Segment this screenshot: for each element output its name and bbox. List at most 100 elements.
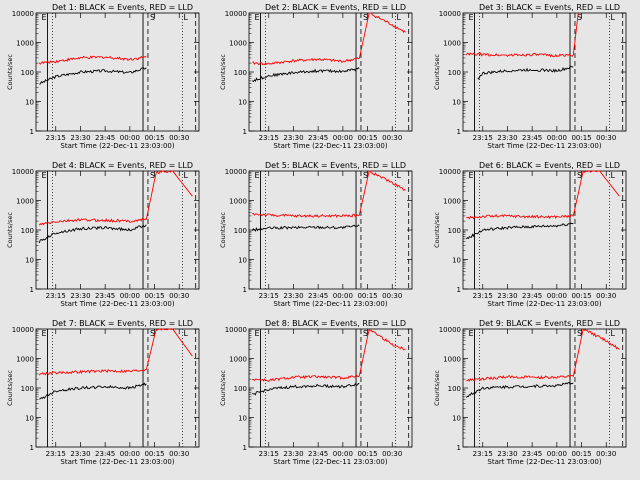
x-tick-label: 23:45: [522, 450, 542, 458]
y-tick-label: 1: [457, 444, 461, 452]
x-axis-label: Start Time (22-Dec-11 23:03:00): [273, 458, 387, 466]
x-tick-label: 23:15: [46, 450, 66, 458]
series-line-events: [252, 382, 360, 396]
y-tick-label: 1: [30, 444, 34, 452]
x-tick-label: 23:30: [70, 450, 90, 458]
x-tick-label: 23:45: [308, 450, 328, 458]
x-tick-label: 23:45: [95, 292, 115, 300]
y-tick-label: 1: [30, 286, 34, 294]
x-tick-label: 00:30: [382, 450, 402, 458]
y-tick-label: 1000: [443, 356, 461, 364]
plot-frame: [248, 12, 413, 132]
panel-title: Det 7: BLACK = Events, RED = LLD: [52, 319, 193, 328]
y-tick-label: 1000: [229, 198, 247, 206]
y-tick-label: 1000: [16, 356, 34, 364]
y-tick-label: 10000: [225, 10, 247, 18]
y-tick-label: 10000: [12, 168, 34, 176]
x-tick-label: 00:30: [382, 292, 402, 300]
x-tick-label: 00:00: [547, 134, 567, 142]
marker-e-label: E: [42, 13, 47, 22]
series-line-lld: [38, 170, 193, 226]
series-line-events: [39, 66, 147, 85]
marker-s-label: S: [577, 171, 582, 180]
plot-frame: [35, 12, 200, 132]
series-line-events: [251, 224, 360, 232]
chart-panel-5: Det 5: BLACK = Events, RED = LLD E S L 1 10 10…: [219, 161, 413, 308]
plot-frame: [248, 170, 413, 290]
y-tick-label: 1000: [443, 40, 461, 48]
panel-title: Det 6: BLACK = Events, RED = LLD: [479, 161, 620, 170]
x-tick-label: 00:15: [571, 134, 591, 142]
series-line-lld: [38, 328, 193, 376]
y-tick-label: 100: [21, 385, 34, 393]
y-tick-label: 10000: [12, 10, 34, 18]
panel-title: Det 3: BLACK = Events, RED = LLD: [479, 3, 620, 12]
chart-panel-1: Det 1: BLACK = Events, RED = LLD E S L 1 10 10…: [6, 3, 200, 150]
series-line-lld: [466, 328, 620, 382]
x-tick-label: 23:30: [70, 292, 90, 300]
x-tick-label: 23:45: [522, 134, 542, 142]
marker-e-label: E: [469, 329, 474, 338]
y-axis-label: Counts/sec: [219, 370, 227, 406]
x-tick-label: 23:15: [259, 134, 279, 142]
marker-s-label: S: [363, 13, 368, 22]
plot-frame: [462, 170, 627, 290]
y-axis-label: Counts/sec: [219, 212, 227, 248]
series-line-lld: [252, 170, 406, 219]
chart-panel-4: Det 4: BLACK = Events, RED = LLD E S L 1 10 10…: [6, 161, 200, 308]
x-axis-label: Start Time (22-Dec-11 23:03:00): [60, 300, 174, 308]
x-tick-label: 00:15: [144, 450, 164, 458]
marker-l-label: L: [611, 329, 616, 338]
y-tick-label: 10: [238, 257, 247, 265]
x-tick-label: 00:30: [596, 450, 616, 458]
x-tick-label: 00:30: [169, 292, 189, 300]
series-line-events: [38, 224, 147, 244]
y-tick-label: 10: [25, 415, 34, 423]
panel-title: Det 9: BLACK = Events, RED = LLD: [479, 319, 620, 328]
x-tick-label: 23:30: [70, 134, 90, 142]
marker-e-label: E: [42, 329, 47, 338]
series-line-lld: [38, 55, 147, 65]
chart-panel-9: Det 9: BLACK = Events, RED = LLD E S L 1 10 10…: [433, 319, 627, 466]
x-tick-label: 23:15: [473, 450, 493, 458]
y-tick-label: 1000: [16, 198, 34, 206]
x-tick-label: 00:30: [596, 292, 616, 300]
y-axis-label: Counts/sec: [219, 54, 227, 90]
x-tick-label: 23:15: [259, 292, 279, 300]
y-tick-label: 1000: [16, 40, 34, 48]
x-tick-label: 23:30: [497, 292, 517, 300]
y-tick-label: 10: [452, 99, 461, 107]
x-tick-label: 23:30: [283, 450, 303, 458]
marker-l-label: L: [611, 171, 616, 180]
x-tick-label: 00:00: [547, 450, 567, 458]
y-tick-label: 100: [21, 227, 34, 235]
y-axis-label: Counts/sec: [433, 212, 441, 248]
marker-e-label: E: [255, 329, 260, 338]
y-tick-label: 10: [25, 99, 34, 107]
x-tick-label: 23:30: [283, 292, 303, 300]
y-tick-label: 1: [457, 286, 461, 294]
y-tick-label: 1: [30, 128, 34, 136]
x-tick-label: 00:30: [169, 134, 189, 142]
y-tick-label: 100: [234, 385, 247, 393]
y-tick-label: 10: [452, 415, 461, 423]
x-tick-label: 23:30: [283, 134, 303, 142]
panel-title: Det 8: BLACK = Events, RED = LLD: [265, 319, 406, 328]
y-tick-label: 10000: [225, 326, 247, 334]
marker-l-label: L: [397, 171, 402, 180]
marker-e-label: E: [255, 171, 260, 180]
series-line-lld: [252, 327, 406, 382]
y-tick-label: 10000: [439, 10, 461, 18]
y-tick-label: 1: [457, 128, 461, 136]
x-tick-label: 23:45: [522, 292, 542, 300]
y-tick-label: 10: [25, 257, 34, 265]
x-tick-label: 00:15: [571, 292, 591, 300]
y-tick-label: 10000: [225, 168, 247, 176]
panel-title: Det 5: BLACK = Events, RED = LLD: [265, 161, 406, 170]
marker-l-label: L: [397, 329, 402, 338]
x-tick-label: 00:15: [571, 450, 591, 458]
x-tick-label: 23:15: [473, 292, 493, 300]
series-line-lld: [252, 12, 406, 66]
x-axis-label: Start Time (22-Dec-11 23:03:00): [273, 142, 387, 150]
x-tick-label: 23:45: [308, 134, 328, 142]
